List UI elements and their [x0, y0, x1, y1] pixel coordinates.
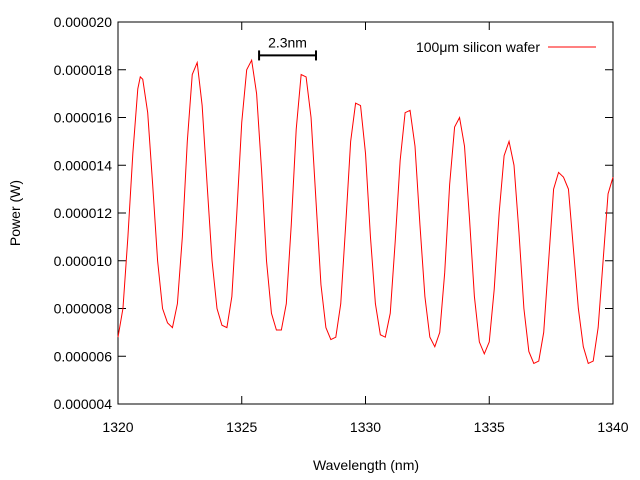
x-tick-label: 1335 — [474, 419, 505, 435]
y-tick-label: 0.000014 — [54, 157, 113, 173]
x-axis: 1320 1325 1330 1335 1340 — [102, 22, 629, 435]
y-tick-label: 0.000016 — [54, 110, 113, 126]
legend-label: 100μm silicon wafer — [416, 39, 540, 55]
x-tick-label: 1320 — [102, 419, 133, 435]
x-tick-label: 1340 — [597, 419, 628, 435]
x-tick-label: 1325 — [226, 419, 257, 435]
x-axis-title: Wavelength (nm) — [313, 457, 419, 473]
y-tick-label: 0.000018 — [54, 62, 113, 78]
legend: 100μm silicon wafer — [416, 39, 596, 55]
x-tick-label: 1330 — [350, 419, 381, 435]
y-tick-label: 0.000004 — [54, 396, 113, 412]
y-tick-label: 0.000006 — [54, 348, 113, 364]
y-axis: 0.000004 0.000006 0.000008 0.000010 0.000012… — [54, 14, 613, 412]
annotation-group: 2.3nm — [258, 34, 317, 61]
y-tick-label: 0.000008 — [54, 301, 113, 317]
y-tick-label: 0.000012 — [54, 205, 113, 221]
y-tick-label: 0.000010 — [54, 253, 113, 269]
y-axis-title: Power (W) — [7, 180, 23, 246]
annotation-label: 2.3nm — [268, 34, 307, 50]
y-tick-label: 0.000020 — [54, 14, 113, 30]
series-line — [117, 58, 614, 365]
series-layer — [117, 58, 614, 365]
